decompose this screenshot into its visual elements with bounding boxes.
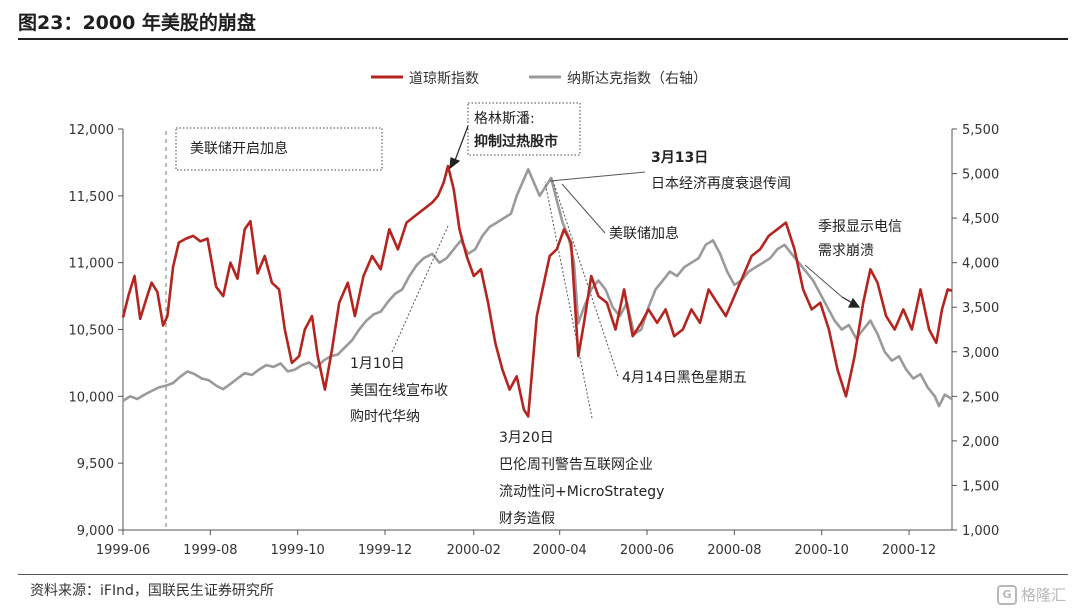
y-right-tick-label: 3,500 [962,301,999,316]
x-tick-label: 2000-12 [882,543,936,558]
y-right-tick-label: 5,000 [962,168,999,183]
y-left-tick-label: 9,500 [77,457,114,472]
y-right-tick-label: 2,500 [962,390,999,405]
leader-apr14 [551,177,619,377]
source-note: 资料来源：iFInd，国联民生证券研究所 [30,583,274,599]
x-tick-label: 2000-06 [620,543,674,558]
y-left-tick-label: 10,000 [69,390,115,405]
x-tick-label: 2000-10 [795,543,849,558]
annotation-mar20-line2: 流动性问+MicroStrategy [499,484,664,500]
annotation-telecom-line2: 需求崩溃 [818,243,874,259]
leader-lines [391,171,843,419]
annotation-jan10-line1: 美国在线宣布收 [350,383,448,399]
leader-mar13 [549,171,646,182]
watermark-logo-icon: G [996,584,1017,605]
y-left-tick-label: 11,500 [69,190,115,205]
annotation-mar20-line3: 财务造假 [499,511,555,527]
annotation-mar20-line1: 巴伦周刊警告互联网企业 [499,456,653,473]
tick-labels: 9,000 9,500 10,000 10,500 11,000 11,500 12,000… [69,123,1000,558]
x-tick-label: 1999-12 [358,543,412,558]
annotation-fed-box-text: 美联储开启加息 [190,140,288,157]
watermark-text: 格隆汇 [1020,586,1066,604]
x-tick-label: 1999-06 [96,543,150,558]
leader-jan10 [391,225,449,353]
x-tick-label: 2000-08 [707,543,761,558]
annotation-jan10-line2: 购时代华纳 [350,409,420,425]
annotation-fed-hike: 美联储加息 [609,225,679,242]
annotation-greenspan-line2: 抑制过热股市 [474,133,558,150]
leader-mar20 [544,181,593,419]
y-right-tick-label: 3,000 [962,346,999,361]
x-tick-label: 2000-02 [447,543,501,558]
y-left-tick-label: 10,500 [69,324,115,339]
annotation-greenspan-line1: 格林斯潘: [474,111,535,127]
nasdaq-series-line [122,168,953,408]
x-tick-label: 1999-10 [271,543,325,558]
arrow-greenspan-head [449,157,461,170]
annotation-telecom-line1: 季报显示电信 [818,219,902,235]
y-right-tick-label: 1,500 [962,479,999,494]
y-left-tick-label: 11,000 [69,257,115,272]
y-left-tick-label: 9,000 [77,524,114,539]
arrow-telecom-head [848,297,861,308]
annotation-apr14: 4月14日黑色星期五 [622,369,747,386]
y-right-tick-label: 2,000 [962,435,999,450]
x-tick-label: 1999-08 [183,543,237,558]
dow-series-line [121,164,953,418]
y-right-tick-label: 4,000 [962,257,999,272]
watermark: G 格隆汇 [996,584,1066,605]
y-right-tick-label: 4,500 [962,212,999,227]
leader-fed-hike [561,183,606,234]
legend-dow-label: 道琼斯指数 [409,71,479,87]
annotation-fed-box: 美联储开启加息 [175,127,383,171]
leader-telecom [804,264,843,298]
y-right-tick-label: 1,000 [962,524,999,539]
annotation-jan10-date: 1月10日 [350,356,405,372]
page-title: 图23：2000 年美股的崩盘 [18,12,256,34]
annotation-mar13-text: 日本经济再度衰退传闻 [651,175,791,192]
arrows [449,125,861,308]
title-rule [18,38,1068,40]
y-right-tick-label: 5,500 [962,123,999,138]
footer-rule [18,574,1068,575]
legend: 道琼斯指数 纳斯达克指数（右轴） [371,71,707,87]
annotation-greenspan-box: 格林斯潘: 抑制过热股市 [467,102,581,156]
x-tick-label: 2000-04 [533,543,587,558]
y-left-tick-label: 12,000 [69,123,115,138]
legend-nasdaq-label: 纳斯达克指数（右轴） [567,71,707,87]
annotation-mar13-date: 3月13日 [651,150,708,166]
annotation-mar20-date: 3月20日 [499,430,554,446]
arrow-greenspan-shaft [453,125,469,164]
